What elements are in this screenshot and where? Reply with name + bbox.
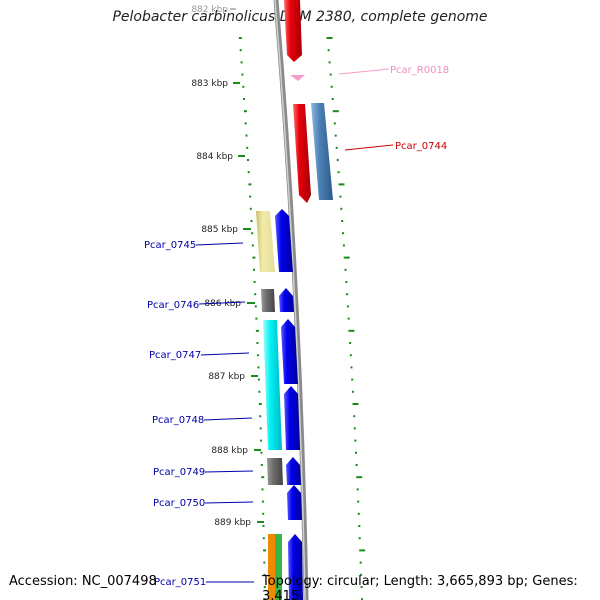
- scale-ticks-left: [238, 37, 267, 600]
- gene-feature-pcar-0751: [288, 534, 303, 600]
- label-pcar-r0018[interactable]: Pcar_R0018: [390, 65, 449, 76]
- tick-label-887: 887 kbp: [208, 372, 245, 382]
- gene-feature-pcar-0749: [286, 457, 301, 485]
- genome-backbone-highlight: [274, 0, 306, 600]
- label-pcar-0745[interactable]: Pcar_0745: [144, 240, 196, 251]
- gene-feature-pcar-0751-orange: [268, 534, 275, 600]
- label-pcar-0748[interactable]: Pcar_0748: [152, 415, 204, 426]
- leader-pcar-0747: [200, 352, 250, 356]
- leader-pcar-0746: [198, 301, 246, 305]
- tick-label-885: 885 kbp: [201, 225, 238, 235]
- accession-text: Accession: NC_007498: [9, 574, 157, 589]
- gene-feature-pcar-0746-marker: [261, 289, 275, 312]
- leader-pcar-r0018: [338, 68, 390, 75]
- tick-label-888: 888 kbp: [211, 446, 248, 456]
- leader-pcar-0744: [344, 144, 394, 151]
- label-pcar-0747[interactable]: Pcar_0747: [149, 350, 201, 361]
- gene-feature-pcar-0744-rbs: [311, 103, 333, 200]
- tick-label-883: 883 kbp: [191, 79, 228, 89]
- genome-backbone: [273, 0, 309, 600]
- leader-pcar-0749: [204, 470, 254, 473]
- gene-feature-pcar-0751-green: [275, 534, 282, 600]
- tick-label-886: 886 kbp: [204, 299, 241, 309]
- gene-feature-pcar-0748: [284, 386, 300, 450]
- label-pcar-0751[interactable]: Pcar_0751: [154, 577, 206, 588]
- gene-feature-pcar-0747: [281, 319, 298, 384]
- gene-feature-pcar-0745-marker: [256, 211, 275, 272]
- gene-feature-pcar-0745: [275, 209, 293, 272]
- label-pcar-0746[interactable]: Pcar_0746: [147, 300, 199, 311]
- label-pcar-0744[interactable]: Pcar_0744: [395, 141, 447, 152]
- tick-label-884: 884 kbp: [196, 152, 233, 162]
- gene-feature-top-red: [284, 0, 302, 62]
- genome-summary-text: Topology: circular; Length: 3,665,893 bp…: [262, 574, 578, 600]
- scale-ticks-right: [326, 37, 366, 600]
- tick-label-889: 889 kbp: [214, 518, 251, 528]
- gene-feature-pcar-0744: [293, 104, 311, 203]
- gene-feature-pcar-0746: [279, 288, 294, 312]
- label-pcar-0749[interactable]: Pcar_0749: [153, 467, 205, 478]
- kbp-tick-marks: [230, 8, 264, 523]
- gene-feature-pcar-r0018: [290, 75, 305, 81]
- label-pcar-0750[interactable]: Pcar_0750: [153, 498, 205, 509]
- leader-pcar-0750: [204, 501, 254, 504]
- gene-feature-pcar-0749-marker: [267, 458, 283, 485]
- leader-pcar-0748: [203, 417, 253, 421]
- gene-feature-pcar-0747-marker: [263, 320, 282, 450]
- gene-labels: Pcar_R0018 Pcar_0744 Pcar_0745 Pcar_0746…: [144, 65, 449, 588]
- leader-pcar-0745: [195, 242, 244, 246]
- gene-feature-pcar-0750: [287, 485, 302, 520]
- tick-label-882: 882 kbp: [191, 5, 228, 15]
- kbp-tick-labels: 882 kbp 883 kbp 884 kbp 885 kbp 886 kbp …: [191, 5, 251, 528]
